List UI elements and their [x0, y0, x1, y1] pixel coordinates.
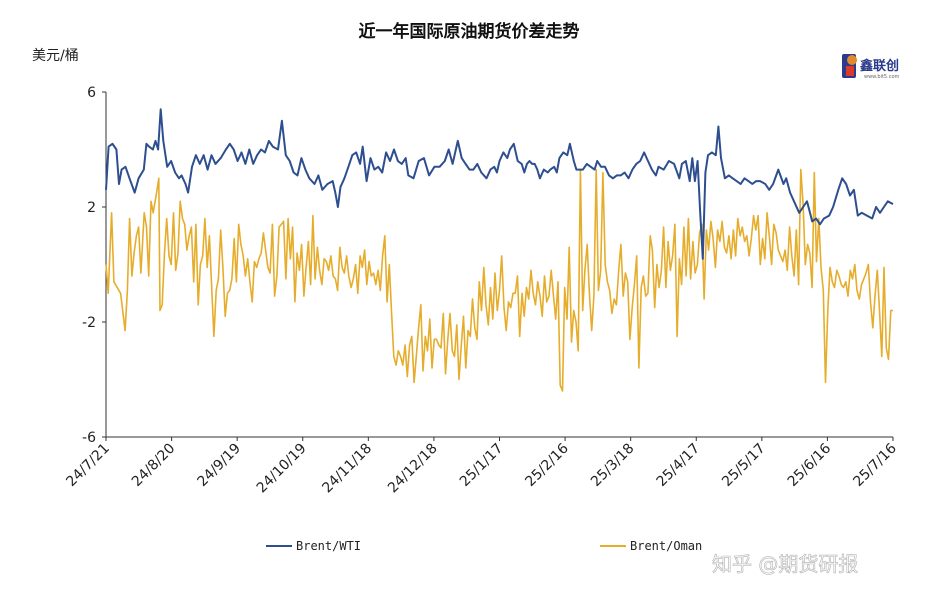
- legend-label-brent-oman: Brent/Oman: [630, 539, 702, 553]
- watermark: 知乎 @期货研报: [712, 552, 858, 576]
- x-tick-label: 24/10/19: [254, 441, 310, 497]
- y-tick-label: -2: [82, 315, 96, 331]
- x-tick-label: 25/3/18: [588, 441, 637, 490]
- x-tick-label: 24/11/18: [319, 441, 375, 497]
- legend-label-brent-wti: Brent/WTI: [296, 539, 361, 553]
- svg-text:鑫联创: 鑫联创: [859, 58, 899, 74]
- legend: Brent/WTI Brent/Oman: [266, 539, 702, 553]
- x-tick-label: 24/8/20: [129, 441, 178, 490]
- series-line-brent-wti: [105, 108, 894, 260]
- x-tick-label: 25/1/17: [457, 441, 506, 490]
- y-axis-unit-label: 美元/桶: [32, 48, 79, 64]
- x-tick-label: 25/5/17: [719, 441, 768, 490]
- x-tick-label: 25/7/16: [850, 440, 900, 490]
- x-tick-label: 25/6/16: [785, 440, 835, 490]
- x-tick-label: 25/4/17: [654, 441, 703, 490]
- svg-text:www.bit5.com: www.bit5.com: [864, 74, 900, 80]
- x-tick-label: 25/2/16: [522, 440, 572, 490]
- brand-logo: 鑫联创 www.bit5.com: [842, 54, 900, 80]
- y-tick-label: 2: [87, 200, 96, 216]
- x-tick-label: 24/7/21: [63, 441, 112, 490]
- x-tick-label: 24/9/19: [195, 441, 244, 490]
- y-tick-label: -6: [82, 430, 96, 446]
- chart-title: 近一年国际原油期货价差走势: [359, 21, 580, 42]
- series-line-brent-oman: [105, 168, 893, 392]
- x-tick-label: 24/12/18: [385, 441, 441, 497]
- y-tick-label: 6: [87, 85, 96, 101]
